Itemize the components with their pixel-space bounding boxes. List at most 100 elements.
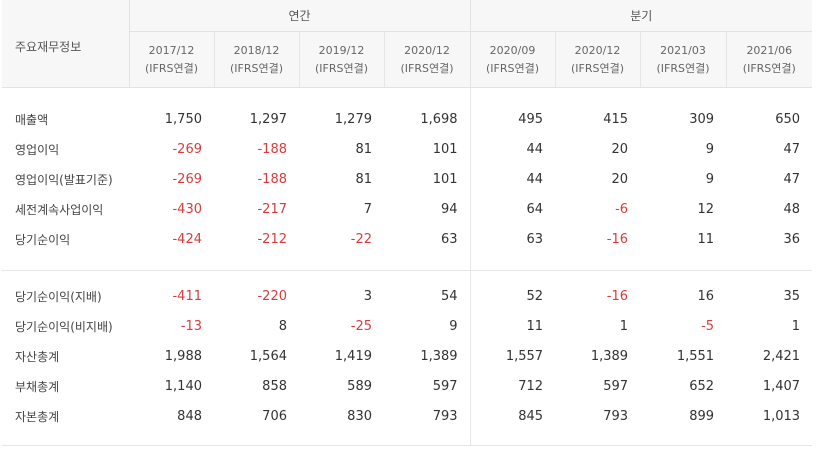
value-cell: 845 — [469, 401, 556, 431]
value-cell: 9 — [449, 318, 458, 334]
period-date: 2020/12 — [404, 43, 450, 57]
group-quarter-header: 분기 — [469, 0, 813, 32]
value-cell: 1,389 — [590, 348, 629, 364]
value-cell: 63 — [469, 224, 556, 254]
value-cell: -411 — [172, 288, 202, 304]
value-cell: 1,750 — [164, 111, 202, 127]
value-cell: 1,551 — [676, 348, 715, 364]
value-cell: -13 — [180, 318, 202, 334]
value-cell: 20 — [611, 171, 629, 187]
period-date: 2020/12 — [574, 43, 621, 57]
value-cell: -188 — [257, 171, 287, 187]
table-row: 당기순이익(비지배) -13 8 -25 9 11 1 -5 1 — [2, 311, 812, 341]
period-date: 2017/12 — [148, 43, 195, 57]
value-cell: 899 — [689, 408, 715, 424]
value-cell: 63 — [440, 231, 458, 247]
period-header-row: 2017/12 (IFRS연결) 2018/12 (IFRS연결) 2019/12 (IF… — [2, 31, 813, 88]
spacer-row — [2, 270, 812, 281]
period-header: 2019/12 (IFRS연결) — [298, 31, 384, 88]
value-cell: 1,407 — [762, 378, 801, 394]
value-cell: 47 — [783, 171, 801, 187]
period-basis: (IFRS연결) — [400, 61, 454, 75]
value-cell: 48 — [783, 201, 801, 217]
value-cell: 9 — [705, 141, 715, 157]
row-label: 당기순이익 — [15, 232, 71, 247]
period-basis: (IFRS연결) — [314, 61, 369, 75]
group-annual-header: 연간 — [129, 0, 471, 32]
table-row: 당기순이익(지배) -411 -220 3 54 52 -16 16 35 — [2, 281, 812, 311]
period-header: 2018/12 (IFRS연결) — [213, 31, 299, 88]
value-cell: 3 — [363, 288, 372, 304]
value-cell: 2,421 — [762, 348, 801, 364]
value-cell: -22 — [350, 231, 372, 247]
row-label: 세전계속사업이익 — [15, 202, 104, 217]
value-cell: 16 — [697, 288, 715, 304]
value-cell: 1 — [791, 318, 801, 334]
period-basis: (IFRS연결) — [742, 61, 796, 75]
value-cell: 54 — [440, 288, 458, 304]
value-cell: 1,988 — [164, 348, 202, 364]
row-label: 당기순이익(지배) — [15, 289, 102, 304]
row-label: 매출액 — [15, 112, 49, 127]
value-cell: 44 — [469, 164, 556, 194]
value-cell: -220 — [257, 288, 287, 304]
value-cell: -212 — [257, 231, 287, 247]
value-cell: 1,297 — [249, 111, 287, 127]
value-cell: 415 — [603, 111, 629, 127]
row-label: 당기순이익(비지배) — [15, 319, 113, 334]
table-row: 부채총계 1,140 858 589 597 712 597 652 1,407 — [2, 371, 812, 401]
value-cell: 793 — [603, 408, 629, 424]
value-cell: -430 — [172, 201, 202, 217]
value-cell: 706 — [262, 408, 287, 424]
period-date: 2019/12 — [318, 43, 365, 57]
value-cell: 848 — [177, 408, 202, 424]
value-cell: -188 — [257, 141, 287, 157]
table-row: 세전계속사업이익 -430 -217 7 94 64 -6 12 48 — [2, 194, 812, 224]
value-cell: -16 — [606, 288, 629, 304]
table-row: 당기순이익 -424 -212 -22 63 63 -16 11 36 — [2, 224, 812, 254]
period-header: 2020/12 (IFRS연결) — [383, 31, 471, 88]
value-cell: -25 — [350, 318, 372, 334]
row-label: 영업이익(발표기준) — [15, 172, 113, 187]
table-row: 매출액 1,750 1,297 1,279 1,698 495 415 309 650 — [2, 104, 812, 134]
value-cell: 11 — [469, 311, 556, 341]
value-cell: 1 — [619, 318, 629, 334]
value-cell: -217 — [257, 201, 287, 217]
period-basis: (IFRS연결) — [486, 61, 540, 75]
value-cell: 8 — [278, 318, 287, 334]
value-cell: 858 — [262, 378, 287, 394]
value-cell: 35 — [783, 288, 801, 304]
value-cell: 20 — [611, 141, 629, 157]
value-cell: -269 — [172, 171, 202, 187]
value-cell: 1,564 — [249, 348, 287, 364]
period-date: 2021/03 — [660, 43, 706, 57]
value-cell: -269 — [172, 141, 202, 157]
value-cell: 652 — [689, 378, 715, 394]
period-basis: (IFRS연결) — [571, 61, 625, 75]
value-cell: 597 — [603, 378, 629, 394]
period-header: 2021/03 (IFRS연결) — [639, 31, 727, 88]
row-label: 자본총계 — [15, 409, 60, 424]
value-cell: -424 — [172, 231, 202, 247]
value-cell: 36 — [783, 231, 801, 247]
value-cell: 12 — [697, 201, 715, 217]
value-cell: 9 — [705, 171, 715, 187]
row-label: 부채총계 — [15, 379, 60, 394]
spacer-row — [2, 254, 813, 271]
value-cell: 44 — [469, 134, 556, 164]
table-row: 영업이익(발표기준) -269 -188 81 101 44 20 9 47 — [2, 164, 812, 194]
period-header: 2017/12 (IFRS연결) — [129, 31, 214, 88]
label-header: 주요재무정보 — [2, 0, 130, 88]
value-cell: 94 — [440, 201, 458, 217]
value-cell: 309 — [689, 111, 715, 127]
value-cell: 7 — [363, 201, 372, 217]
value-cell: -6 — [615, 201, 629, 217]
period-basis: (IFRS연결) — [229, 61, 284, 75]
value-cell: 589 — [347, 378, 372, 394]
value-cell: 712 — [469, 371, 556, 401]
value-cell: 1,279 — [334, 111, 372, 127]
value-cell: 650 — [775, 111, 801, 127]
value-cell: 101 — [432, 171, 458, 187]
period-date: 2020/09 — [489, 43, 536, 57]
value-cell: 1,419 — [334, 348, 372, 364]
